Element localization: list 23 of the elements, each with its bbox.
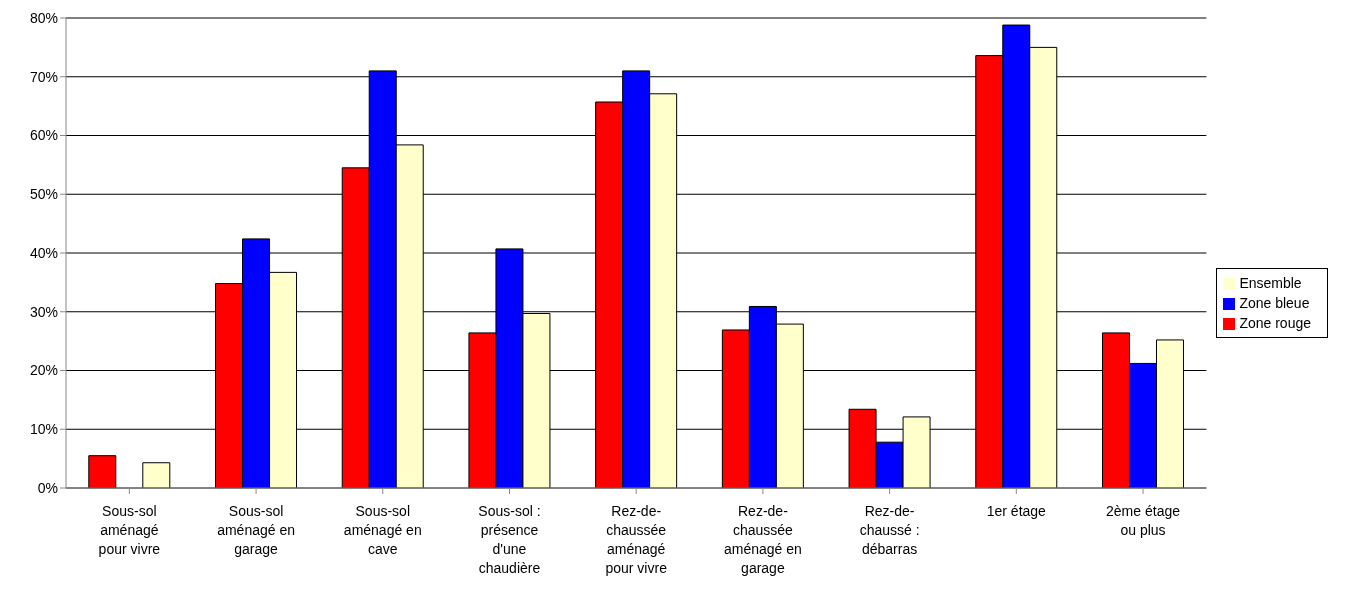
x-tick-label: 2ème étage ou plus	[1106, 503, 1181, 538]
x-tick-label: Rez-de-chaussé : débarras	[859, 503, 920, 557]
y-tick-label: 70%	[29, 68, 58, 85]
legend-label: Zone rouge	[1239, 315, 1311, 331]
bar	[88, 455, 117, 488]
y-tick-label: 30%	[29, 303, 58, 320]
y-tick-label: 20%	[29, 362, 58, 379]
y-tick-label: 80%	[29, 9, 58, 26]
x-tick-label: 1er étage	[986, 503, 1047, 519]
x-tick-label: Rez-de-chaussée aménagé en garage	[723, 503, 802, 576]
legend-label: Zone bleue	[1239, 295, 1310, 311]
x-tick-label: Sous-sol aménagé pour vivre	[98, 503, 161, 557]
x-tick-label: Sous-sol : présence d'une chaudière	[478, 503, 541, 576]
y-tick-label: 10%	[29, 421, 58, 438]
x-tick-label: Sous-sol aménagé en cave	[343, 503, 422, 557]
legend-label: Ensemble	[1239, 275, 1302, 291]
x-tick-label: Rez-de-chaussée aménagé pour vivre	[605, 503, 668, 576]
y-tick-label: 50%	[29, 186, 58, 203]
bar	[142, 462, 171, 488]
y-tick-label: 0%	[37, 479, 58, 496]
y-tick-label: 60%	[29, 127, 58, 144]
y-tick-label: 40%	[29, 244, 58, 261]
x-tick-label: Sous-sol aménagé en garage	[217, 503, 295, 557]
